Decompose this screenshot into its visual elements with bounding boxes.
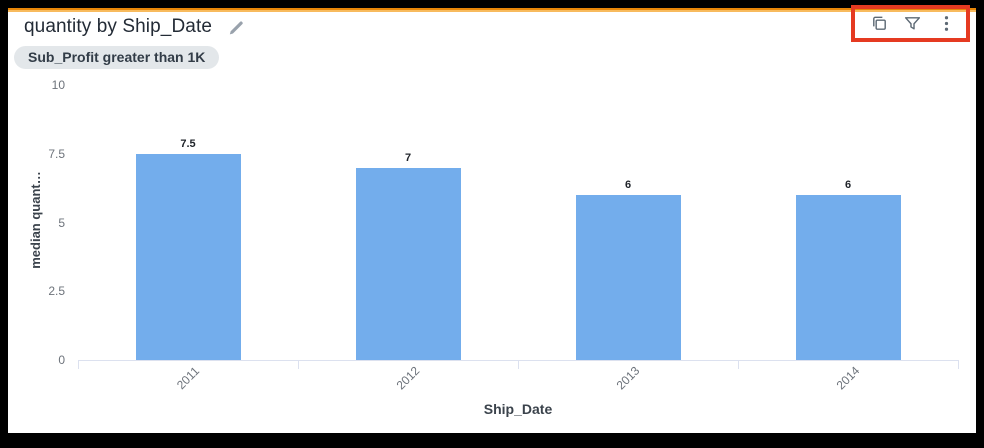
x-axis-tick: [958, 360, 959, 369]
y-tick-label: 10: [51, 78, 65, 92]
card-accent-bar: [8, 8, 976, 12]
widget-header: quantity by Ship_Date: [24, 16, 246, 38]
more-options-icon[interactable]: [936, 14, 956, 34]
y-axis-title: median quant…: [28, 171, 43, 269]
bar-value-label: 7: [404, 151, 412, 164]
toolbar-highlight-box: [851, 5, 970, 42]
x-axis-tick: [738, 360, 739, 369]
bar-2014[interactable]: [795, 195, 901, 360]
y-tick-label: 7.5: [48, 146, 65, 161]
x-axis-tick: [518, 360, 519, 369]
x-axis-title: Ship_Date: [483, 401, 553, 417]
x-tick-label: 2013: [613, 363, 643, 393]
widget-title: quantity by Ship_Date: [24, 16, 212, 37]
x-tick-label: 2011: [173, 363, 203, 393]
bar-2013[interactable]: [575, 195, 681, 360]
bar-value-label: 7.5: [180, 137, 196, 150]
bar-value-label: 6: [844, 179, 852, 191]
y-tick-label: 5: [58, 215, 65, 230]
edit-title-icon[interactable]: [226, 17, 246, 37]
filter-chip[interactable]: Sub_Profit greater than 1K: [14, 46, 220, 69]
bar-chart: 0 2.5 5 7.5 10 7.5 2011 7 2012 6 2013 6 2014 Ship_Dat…: [8, 8, 976, 433]
y-tick-label: 0: [58, 353, 65, 367]
bar-value-label: 6: [624, 179, 632, 191]
x-axis-tick: [298, 360, 299, 369]
bar-2011[interactable]: [135, 153, 241, 360]
x-axis-tick: [78, 360, 79, 369]
copy-icon[interactable]: [869, 14, 889, 34]
filter-icon[interactable]: [903, 14, 923, 34]
x-tick-label: 2014: [833, 363, 863, 393]
bar-2012[interactable]: [355, 167, 461, 360]
y-tick-label: 2.5: [48, 284, 65, 299]
x-tick-label: 2012: [393, 363, 423, 393]
chart-widget-card: 0 2.5 5 7.5 10 7.5 2011 7 2012 6 2013 6 2014 Ship_Dat…: [8, 8, 976, 433]
